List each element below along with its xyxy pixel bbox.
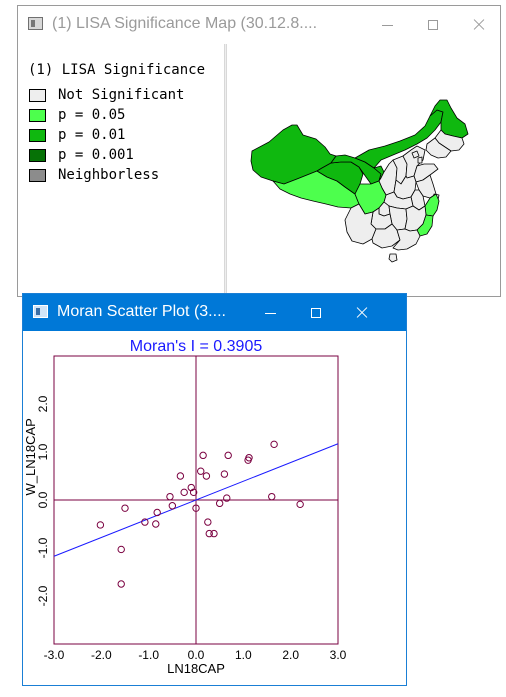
scatter-point [205,529,213,538]
y-tick-label: 0.0 [36,491,50,508]
scatter-point [141,518,149,526]
legend-item-p005[interactable]: p = 0.05 [29,107,125,123]
province-guangdong [392,228,421,251]
regression-line [53,443,339,557]
legend-item-p0001[interactable]: p = 0.001 [29,147,134,163]
moran-window-title: Moran Scatter Plot (3.... [57,303,226,320]
legend-swatch [29,88,46,102]
close-icon [473,19,485,31]
y-tick-label: -2.0 [36,585,50,606]
legend-item-p001[interactable]: p = 0.01 [29,127,125,143]
lisa-body: (1) LISA Significance Not Significant p … [19,44,499,295]
minimize-icon [381,24,393,26]
scatter-point [117,545,125,554]
panel-splitter[interactable] [224,44,227,295]
legend-label: p = 0.01 [58,127,126,143]
x-tick-label: 2.0 [282,648,299,662]
scatter-point [180,488,188,497]
x-tick-label: -3.0 [44,648,65,662]
legend-swatch [29,148,46,162]
y-tick-label: -1.0 [36,537,50,558]
x-axis-ticks: -3.0 -2.0 -1.0 0.0 1.0 2.0 3.0 [44,648,347,662]
maximize-icon [428,20,438,30]
scatter-point [152,520,160,528]
scatter-point [202,472,211,480]
province-heilongjiang [429,99,469,139]
y-axis-ticks: -2.0 -1.0 0.0 1.0 2.0 [36,395,50,606]
province-hainan [388,253,398,263]
x-axis-label: LN18CAP [167,661,225,676]
x-tick-label: 1.0 [235,648,252,662]
chart-title: Moran's I = 0.3905 [130,338,263,355]
scatter-point [166,492,174,501]
legend-label: Neighborless [58,167,160,183]
scatter-point [199,451,207,460]
legend-swatch [29,128,46,142]
scatter-point [244,456,252,464]
legend-swatch [29,168,46,182]
province-liaoning [425,137,452,159]
scatter-point [189,488,198,497]
map-canvas[interactable] [227,44,499,295]
y-axis-label: W_LN18CAP [23,418,38,495]
scatter-point [168,502,177,510]
axis-lines [53,356,339,644]
x-tick-label: -2.0 [91,648,112,662]
scatter-point [220,470,229,478]
scatter-point [176,472,185,480]
scatter-point [210,529,218,538]
moran-scatter-window[interactable]: Moran Scatter Plot (3.... Moran's I = 0.… [22,293,407,686]
scatter-point [296,500,304,509]
close-button[interactable] [456,6,502,44]
app-icon [33,305,48,318]
scatter-point [204,518,212,526]
legend-item-not-significant[interactable]: Not Significant [29,87,184,103]
y-tick-label: 2.0 [36,395,50,412]
province-tianjin [417,156,423,164]
legend-panel[interactable]: (1) LISA Significance Not Significant p … [19,44,224,295]
x-tick-label: 0.0 [188,648,205,662]
legend-item-neighborless[interactable]: Neighborless [29,167,159,183]
lisa-map-window[interactable]: (1) LISA Significance Map (30.12.8.... (… [17,5,501,297]
legend-label: Not Significant [58,87,185,103]
x-tick-label: -1.0 [138,648,159,662]
scatter-point [268,492,276,501]
scatter-point [223,494,231,502]
maximize-button[interactable] [410,6,456,44]
minimize-icon [264,312,276,314]
close-icon [356,307,368,319]
legend-title: (1) LISA Significance [28,62,206,78]
app-icon [28,17,43,30]
scatter-point [153,508,161,517]
scatter-point [117,580,125,588]
province-beijing [411,150,420,159]
maximize-icon [311,308,321,318]
close-button[interactable] [339,294,385,332]
y-tick-label: 1.0 [36,443,50,460]
china-province-map[interactable] [227,44,499,296]
moran-title-bar[interactable]: Moran Scatter Plot (3.... [23,294,406,331]
scatter-point [215,499,224,508]
scatter-point [121,504,129,512]
maximize-button[interactable] [293,294,339,332]
x-tick-label: 3.0 [330,648,347,662]
minimize-button[interactable] [364,6,410,44]
scatter-point [96,521,105,529]
moran-scatter-chart[interactable]: Moran's I = 0.3905 -3.0 -2.0 -1.0 0.0 1.0 2.0… [23,331,406,685]
scatter-points [96,440,304,588]
province-guangxi [371,223,401,249]
minimize-button[interactable] [247,294,293,332]
legend-label: p = 0.001 [58,147,134,163]
scatter-point [197,467,205,475]
scatter-point [270,440,278,449]
scatter-point [224,451,232,460]
legend-swatch [29,108,46,122]
legend-label: p = 0.05 [58,107,126,123]
scatter-point [192,504,200,512]
lisa-title-bar[interactable]: (1) LISA Significance Map (30.12.8.... [18,6,500,44]
lisa-window-title: (1) LISA Significance Map (30.12.8.... [52,15,318,32]
